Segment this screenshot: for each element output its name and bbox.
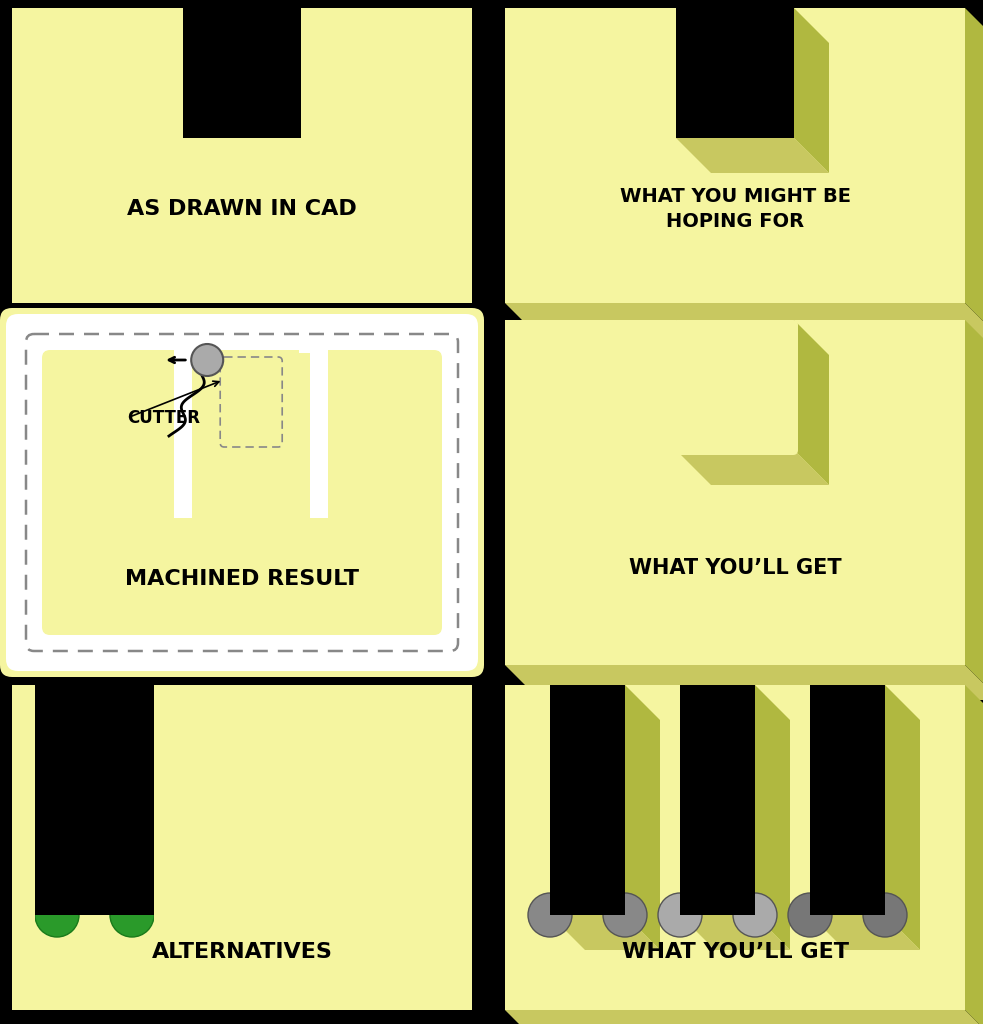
- Bar: [676, 434, 690, 450]
- Bar: [187, 685, 262, 915]
- Polygon shape: [550, 915, 660, 950]
- FancyBboxPatch shape: [6, 314, 478, 671]
- Polygon shape: [505, 665, 983, 700]
- Circle shape: [295, 893, 339, 937]
- Polygon shape: [755, 685, 790, 950]
- Text: WHAT YOU’LL GET: WHAT YOU’LL GET: [629, 558, 841, 579]
- Polygon shape: [680, 915, 790, 950]
- Polygon shape: [505, 303, 983, 338]
- FancyBboxPatch shape: [42, 350, 442, 635]
- Circle shape: [658, 893, 702, 937]
- Bar: [267, 427, 281, 447]
- Bar: [34, 685, 155, 915]
- Bar: [505, 685, 965, 1010]
- Bar: [317, 685, 392, 915]
- FancyBboxPatch shape: [217, 353, 285, 449]
- Polygon shape: [676, 138, 829, 173]
- Bar: [550, 685, 625, 915]
- Text: WHAT YOU’LL GET: WHAT YOU’LL GET: [621, 941, 848, 962]
- Text: WHAT YOU MIGHT BE
HOPING FOR: WHAT YOU MIGHT BE HOPING FOR: [619, 186, 850, 230]
- Circle shape: [863, 893, 907, 937]
- Text: ALTERNATIVES: ALTERNATIVES: [151, 941, 332, 962]
- Bar: [680, 685, 755, 915]
- Bar: [154, 685, 472, 1010]
- Circle shape: [110, 893, 154, 937]
- Circle shape: [165, 893, 209, 937]
- Polygon shape: [174, 335, 328, 518]
- Polygon shape: [965, 319, 983, 700]
- Circle shape: [370, 893, 414, 937]
- Polygon shape: [885, 685, 920, 950]
- Polygon shape: [625, 685, 660, 950]
- Text: AS DRAWN IN CAD: AS DRAWN IN CAD: [127, 199, 357, 218]
- FancyBboxPatch shape: [672, 319, 798, 455]
- Circle shape: [788, 893, 832, 937]
- Bar: [12, 685, 35, 1010]
- Bar: [12, 685, 472, 1010]
- Polygon shape: [676, 450, 829, 485]
- Polygon shape: [505, 8, 965, 303]
- Circle shape: [35, 893, 79, 937]
- Circle shape: [733, 893, 777, 937]
- Bar: [317, 685, 392, 915]
- Circle shape: [240, 893, 284, 937]
- Circle shape: [603, 893, 647, 937]
- Bar: [57, 685, 132, 915]
- Bar: [810, 685, 885, 915]
- Polygon shape: [965, 685, 983, 1024]
- Bar: [187, 685, 262, 915]
- Bar: [810, 685, 885, 915]
- Polygon shape: [193, 353, 311, 518]
- Polygon shape: [12, 8, 472, 303]
- FancyBboxPatch shape: [0, 308, 484, 677]
- Bar: [550, 685, 625, 915]
- Polygon shape: [505, 1010, 983, 1024]
- Text: CUTTER: CUTTER: [127, 409, 200, 427]
- Circle shape: [528, 893, 572, 937]
- Circle shape: [192, 344, 223, 376]
- Bar: [680, 685, 755, 915]
- Bar: [221, 427, 235, 447]
- Polygon shape: [794, 8, 829, 173]
- Polygon shape: [794, 319, 829, 485]
- Polygon shape: [965, 8, 983, 338]
- Bar: [780, 434, 794, 450]
- Polygon shape: [505, 319, 965, 665]
- Text: MACHINED RESULT: MACHINED RESULT: [125, 568, 359, 589]
- Polygon shape: [810, 915, 920, 950]
